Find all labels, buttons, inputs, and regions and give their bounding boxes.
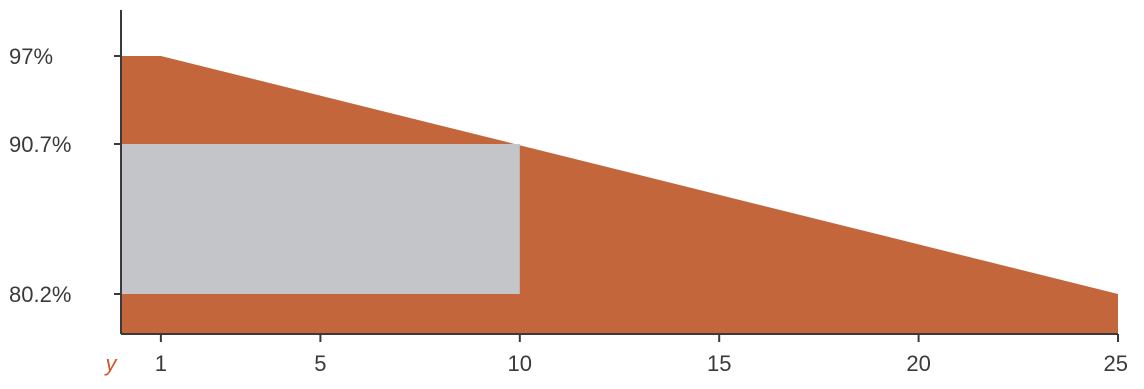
y-axis-ticks: 97% 90.7% 80.2% bbox=[9, 44, 121, 307]
y-tick-label: 80.2% bbox=[9, 282, 71, 307]
x-tick-label: 20 bbox=[906, 351, 930, 376]
x-tick-label: 5 bbox=[314, 351, 326, 376]
x-tick-label: 25 bbox=[1104, 351, 1128, 376]
x-tick-label: 1 bbox=[155, 351, 167, 376]
x-tick-label: 10 bbox=[508, 351, 532, 376]
y-tick-label: 90.7% bbox=[9, 132, 71, 157]
highlight-rectangle bbox=[121, 144, 520, 294]
x-axis-variable-label: y bbox=[104, 351, 119, 376]
plot-area bbox=[121, 56, 1118, 334]
x-tick-label: 15 bbox=[707, 351, 731, 376]
y-tick-label: 97% bbox=[9, 44, 53, 69]
x-axis-ticks: 1 5 10 15 20 25 bbox=[155, 334, 1128, 376]
